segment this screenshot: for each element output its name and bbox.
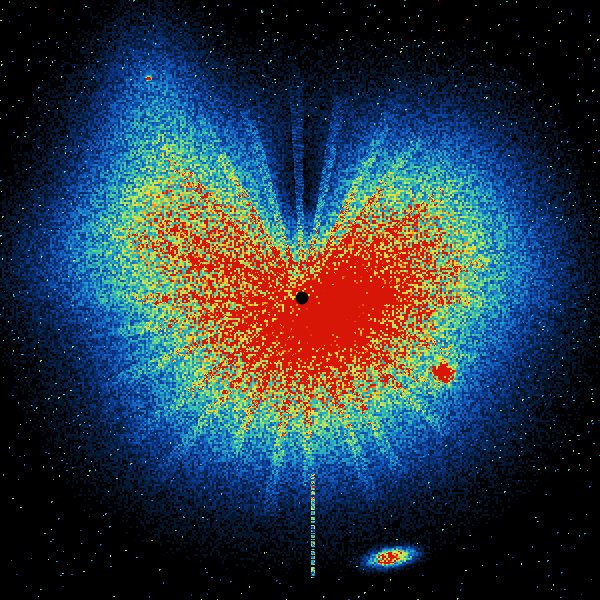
xray-sky-heatmap bbox=[0, 0, 600, 600]
xray-image-viewport bbox=[0, 0, 600, 600]
